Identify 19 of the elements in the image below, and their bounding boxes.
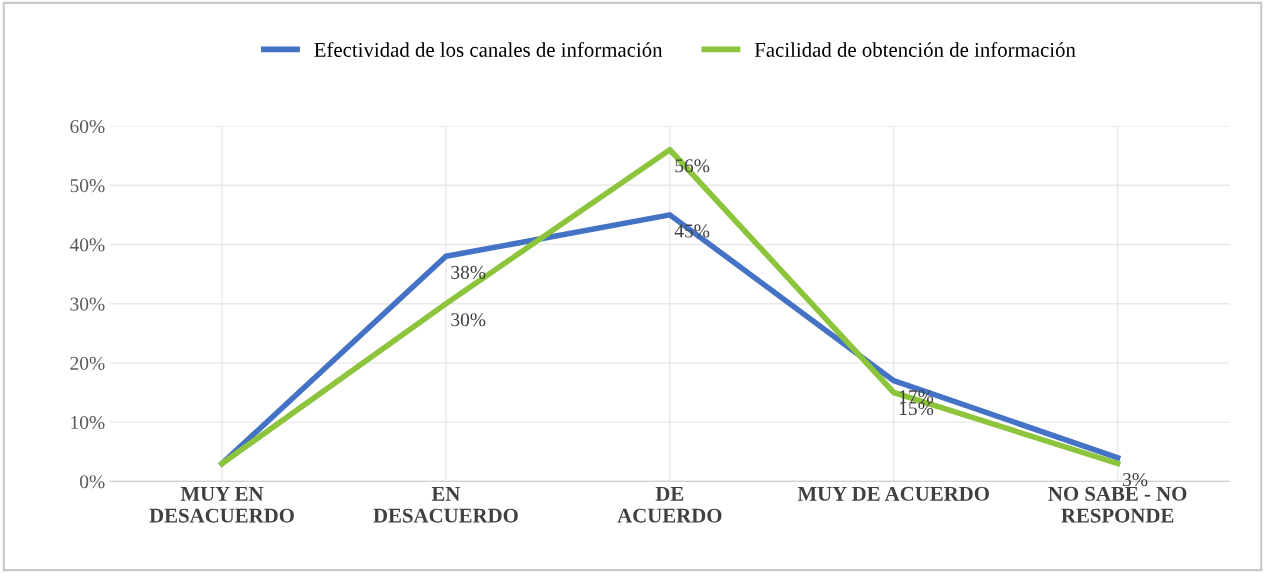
data-label: 15% bbox=[899, 401, 934, 416]
y-tick-label: 0% bbox=[80, 475, 105, 489]
data-label: 30% bbox=[451, 313, 486, 327]
y-tick-label: 60% bbox=[70, 119, 105, 134]
y-tick-label: 10% bbox=[71, 415, 105, 430]
y-tick-label: 20% bbox=[70, 356, 105, 370]
x-tick-label: MUY EN DESACUERDO bbox=[149, 486, 294, 523]
data-label: 17% bbox=[899, 390, 934, 404]
legend-label: Efectividad de los canales de información bbox=[314, 42, 663, 57]
x-tick-label: MUY DE ACUERDO bbox=[797, 486, 989, 501]
data-label: 38% bbox=[451, 265, 486, 279]
x-tick-label: EN DESACUERDO bbox=[373, 486, 518, 523]
y-tick-label: 50% bbox=[70, 179, 105, 193]
legend-label: Facilidad de obtención de información bbox=[754, 42, 1076, 57]
x-tick-label: DE ACUERDO bbox=[617, 486, 722, 523]
data-label: 3% bbox=[1123, 473, 1148, 487]
y-tick-label: 40% bbox=[69, 238, 105, 252]
x-tick-label: NO SABE - NO RESPONDE bbox=[1048, 486, 1187, 523]
y-tick-label: 30% bbox=[70, 297, 105, 311]
